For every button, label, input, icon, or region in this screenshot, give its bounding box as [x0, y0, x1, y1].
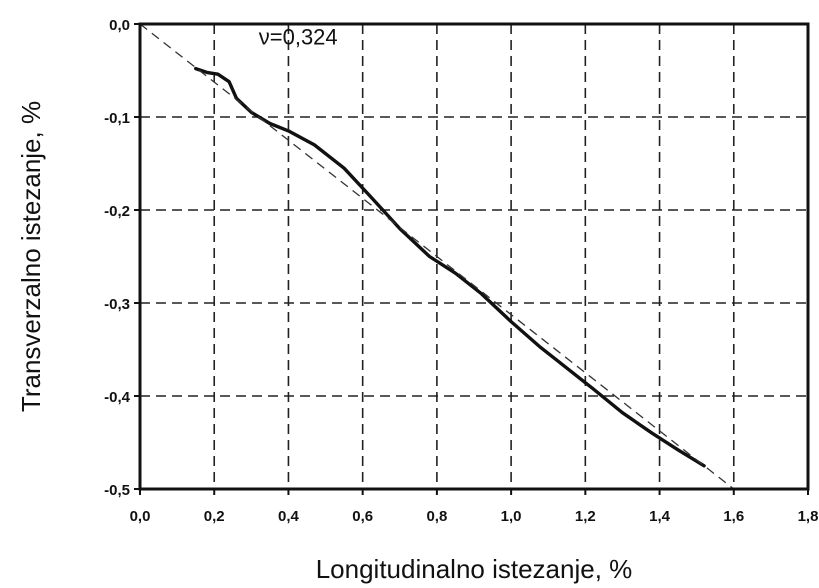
x-tick-label: 0,2	[204, 508, 225, 525]
x-tick-label: 0,6	[352, 508, 373, 525]
x-tick-label: 1,6	[723, 508, 744, 525]
y-tick-label: -0,5	[104, 482, 130, 499]
y-tick-label: 0,0	[109, 17, 130, 34]
grid	[140, 24, 808, 489]
x-tick-label: 1,2	[575, 508, 596, 525]
fit-line	[139, 23, 735, 490]
poisson-ratio-annotation: ν=0,324	[259, 24, 338, 49]
x-tick-label: 1,8	[798, 508, 819, 525]
y-tick-label: -0,4	[104, 389, 131, 406]
x-tick-label: 1,4	[649, 508, 671, 525]
x-tick-label: 0,4	[278, 508, 300, 525]
series-layer	[139, 23, 735, 490]
x-tick-label: 0,0	[130, 508, 151, 525]
y-tick-label: -0,2	[104, 203, 130, 220]
y-tick-label: -0,3	[104, 296, 130, 313]
x-axis-ticks: 0,0 0,2 0,4 0,6 0,8 1,0 1,2 1,4 1,6 1,8	[130, 489, 819, 525]
plot-frame	[138, 22, 810, 491]
y-axis-ticks: 0,0 -0,1 -0,2 -0,3 -0,4 -0,5	[104, 17, 140, 499]
x-tick-label: 1,0	[501, 508, 522, 525]
measured-curve	[193, 66, 706, 468]
x-tick-label: 0,8	[426, 508, 447, 525]
x-axis-title: Longitudinalno istezanje, %	[316, 554, 633, 584]
y-tick-label: -0,1	[104, 110, 130, 127]
y-axis-title: Transverzalno istezanje, %	[16, 101, 46, 412]
